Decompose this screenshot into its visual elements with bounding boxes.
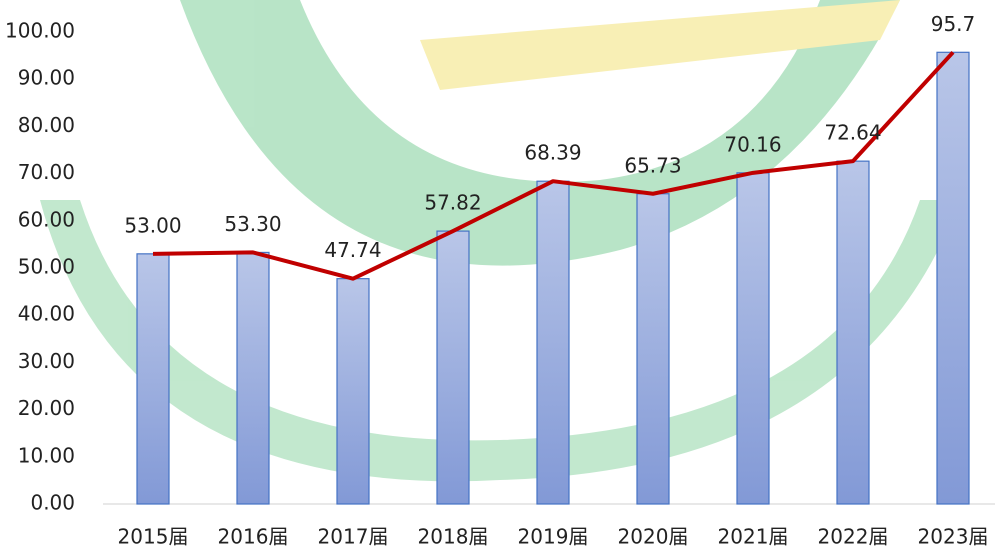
data-label: 53.30 <box>224 212 281 236</box>
y-tick-label: 10.00 <box>18 443 75 467</box>
bar <box>836 160 870 505</box>
bar <box>936 51 970 505</box>
x-tick-label: 2017届 <box>318 525 389 549</box>
x-tick-label: 2021届 <box>718 525 789 549</box>
y-tick-label: 20.00 <box>18 396 75 420</box>
x-tick-label: 2020届 <box>618 525 689 549</box>
y-tick-label: 0.00 <box>30 491 75 515</box>
line <box>152 50 955 281</box>
watermark <box>40 0 960 482</box>
y-tick-label: 30.00 <box>18 349 75 373</box>
x-tick-label: 2019届 <box>518 525 589 549</box>
y-tick-label: 40.00 <box>18 302 75 326</box>
y-tick-label: 100.00 <box>5 19 75 43</box>
data-label: 68.39 <box>524 141 581 165</box>
data-label: 72.64 <box>824 121 881 145</box>
data-label: 57.82 <box>424 191 481 215</box>
bar <box>236 251 270 505</box>
data-label: 47.74 <box>324 238 381 262</box>
data-label: 53.00 <box>124 213 181 237</box>
data-label: 65.73 <box>624 153 681 177</box>
x-tick-label: 2015届 <box>118 525 189 549</box>
x-tick-label: 2022届 <box>818 525 889 549</box>
bar <box>736 172 770 505</box>
bar <box>136 253 170 505</box>
y-tick-label: 70.00 <box>18 160 75 184</box>
data-label: 95.7 <box>931 12 976 36</box>
bar <box>636 193 670 505</box>
y-tick-label: 50.00 <box>18 255 75 279</box>
bar <box>436 230 470 505</box>
data-label: 70.16 <box>724 132 781 156</box>
x-tick-label: 2018届 <box>418 525 489 549</box>
y-tick-label: 80.00 <box>18 113 75 137</box>
bar <box>536 180 570 505</box>
x-tick-label: 2016届 <box>218 525 289 549</box>
y-tick-label: 90.00 <box>18 66 75 90</box>
y-tick-label: 60.00 <box>18 207 75 231</box>
x-tick-label: 2023届 <box>918 525 989 549</box>
bar <box>336 278 370 505</box>
